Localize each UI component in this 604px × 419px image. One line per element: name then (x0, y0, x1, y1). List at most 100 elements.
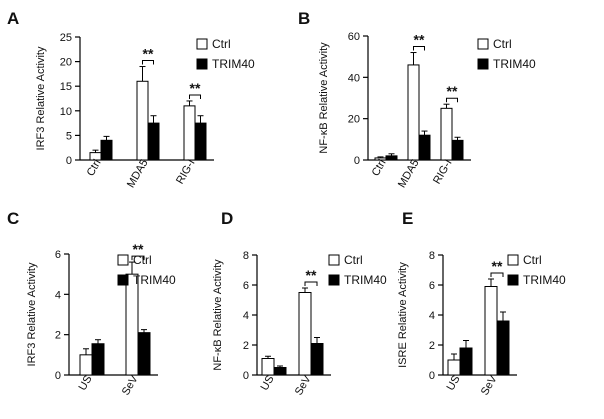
bar-trim40-ctrl (385, 155, 398, 161)
bar-ctrl-rig-i (183, 105, 196, 161)
x-tick-label: US (259, 374, 277, 393)
y-tick-label: 6 (429, 280, 435, 292)
legend-label: TRIM40 (523, 273, 566, 287)
significance-label: ** (143, 46, 154, 62)
bar-trim40-rig-i (451, 139, 464, 161)
bar-ctrl-sev (298, 292, 312, 376)
y-tick-label: 8 (243, 250, 249, 262)
significance-label: ** (306, 267, 317, 283)
legend-swatch-ctrl (507, 254, 519, 266)
x-tick-label: SeV (120, 373, 141, 398)
bar-trim40-rig-i (194, 122, 207, 161)
bar-ctrl-sev (484, 286, 498, 376)
y-tick-label: 4 (243, 310, 249, 322)
y-tick-label: 0 (243, 370, 249, 382)
x-tick-label: Ctrl (370, 158, 389, 179)
legend-label: Ctrl (212, 37, 231, 51)
legend-label: TRIM40 (212, 57, 255, 71)
legend-swatch-trim40 (117, 274, 129, 286)
y-tick-label: 40 (348, 72, 360, 84)
bar-trim40-mda5 (418, 134, 431, 161)
significance-label: ** (492, 258, 503, 274)
y-axis-title: IRF3 Relative Activity (26, 262, 38, 366)
significance-bracket (413, 46, 425, 51)
legend-swatch-trim40 (477, 58, 489, 70)
significance-label: ** (414, 32, 425, 48)
y-axis-title: ISRE Relative Activity (397, 262, 409, 368)
bar-trim40-mda5 (147, 122, 160, 161)
chart-panel-d: D 0 2 4 6 8 NF-κB Relative Activity US SeV ** Ctrl… (212, 209, 387, 398)
legend-swatch-trim40 (328, 274, 340, 286)
legend-swatch-trim40 (196, 58, 208, 70)
significance-label: ** (133, 241, 144, 257)
significance-bracket (142, 60, 154, 65)
panel-letter: D (221, 209, 233, 228)
y-tick-label: 60 (348, 31, 360, 43)
bar-ctrl-us (261, 358, 275, 376)
legend-label: TRIM40 (493, 57, 536, 71)
legend-label: TRIM40 (344, 273, 387, 287)
y-tick-label: 6 (55, 249, 61, 261)
significance-label: ** (190, 80, 201, 96)
chart-panel-e: E 0 2 4 6 8 ISRE Relative Activity US SeV ** Ctrl T… (397, 209, 566, 398)
chart-panel-b: B 0 20 40 60 NF-κB Relative Activity Ctrl MDA5 *… (298, 9, 536, 190)
y-tick-label: 0 (429, 370, 435, 382)
significance-bracket (490, 272, 504, 277)
x-tick-label: SeV (479, 373, 500, 398)
x-tick-label: MDA5 (396, 158, 422, 190)
y-tick-label: 10 (60, 106, 72, 118)
significance-label: ** (447, 83, 458, 99)
panel-letter: B (298, 9, 310, 28)
x-tick-label: MDA5 (125, 158, 151, 190)
panel-letter: E (402, 209, 413, 228)
significance-bracket (189, 94, 201, 99)
y-tick-label: 0 (55, 370, 61, 382)
legend-label: TRIM40 (133, 273, 176, 287)
y-tick-label: 25 (60, 32, 72, 44)
y-tick-label: 0 (66, 155, 72, 167)
x-tick-label: RIG-I (174, 158, 198, 187)
significance-bracket (446, 97, 458, 103)
bar-ctrl-mda5 (136, 80, 149, 161)
legend-label: Ctrl (523, 253, 542, 267)
legend-label: Ctrl (493, 37, 512, 51)
panel-letter: A (7, 9, 19, 28)
bar-ctrl-us (447, 359, 461, 376)
bar-trim40-sev (137, 332, 151, 376)
legend-swatch-ctrl (328, 254, 340, 266)
y-tick-label: 20 (60, 57, 72, 69)
y-tick-label: 20 (348, 114, 360, 126)
legend-swatch-ctrl (477, 38, 489, 50)
x-tick-label: RIG-I (431, 158, 455, 187)
x-tick-label: SeV (293, 373, 314, 398)
y-tick-label: 6 (243, 280, 249, 292)
bar-trim40-us (273, 367, 287, 376)
bar-ctrl-rig-i (440, 107, 453, 161)
significance-bracket (304, 281, 318, 286)
y-tick-label: 5 (66, 130, 72, 142)
legend-label: Ctrl (344, 253, 363, 267)
bar-trim40-sev (496, 320, 510, 376)
bar-trim40-sev (310, 343, 324, 376)
bar-ctrl-mda5 (407, 64, 420, 161)
y-axis-title: NF-κB Relative Activity (212, 259, 224, 371)
bar-trim40-us (91, 343, 105, 376)
significance-bracket (131, 255, 145, 261)
legend-swatch-ctrl (117, 254, 129, 266)
x-tick-label: US (445, 374, 463, 393)
y-axis-title: IRF3 Relative Activity (35, 46, 47, 150)
y-tick-label: 0 (354, 155, 360, 167)
panel-letter: C (7, 209, 19, 228)
y-tick-label: 15 (60, 81, 72, 93)
y-tick-label: 8 (429, 250, 435, 262)
bar-ctrl-sev (125, 273, 139, 376)
chart-panel-a: A 0 5 10 15 20 25 IRF3 Relative Activity Ctrl MDA… (7, 9, 255, 190)
x-tick-label: Ctrl (85, 158, 104, 179)
chart-panel-c: C 0 2 4 6 IRF3 Relative Activity US SeV **Ctrl TR… (7, 209, 176, 398)
bar-trim40-ctrl (100, 139, 113, 161)
y-tick-label: 2 (243, 340, 249, 352)
bar-ctrl-us (79, 354, 93, 376)
y-tick-label: 2 (55, 330, 61, 342)
y-tick-label: 2 (429, 340, 435, 352)
